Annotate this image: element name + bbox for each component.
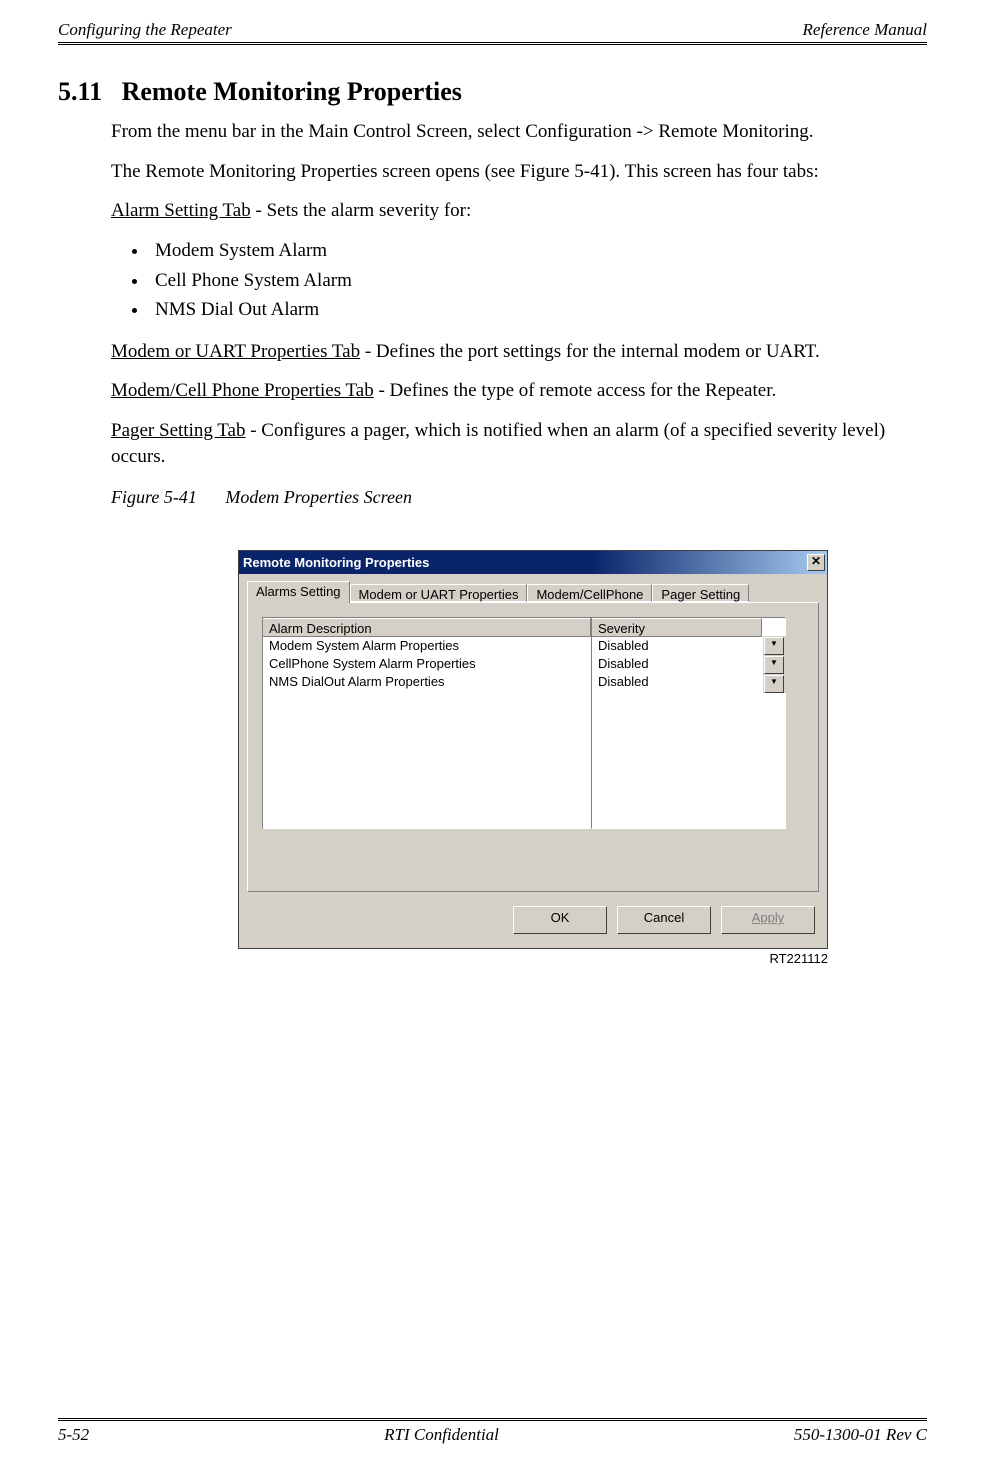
- tab-modem-cellphone[interactable]: Modem/CellPhone: [527, 584, 652, 602]
- tab-strip: Alarms Setting Modem or UART Properties …: [247, 580, 827, 602]
- column-header-description[interactable]: Alarm Description: [263, 618, 591, 637]
- footer-doc-id: 550-1300-01 Rev C: [794, 1425, 927, 1445]
- severity-cell[interactable]: Disabled: [592, 673, 762, 691]
- section-number: 5.11: [58, 77, 102, 106]
- close-button[interactable]: ✕: [807, 554, 825, 571]
- ok-button[interactable]: OK: [513, 906, 607, 934]
- tab-panel: Alarm Description Modem System Alarm Pro…: [247, 602, 819, 892]
- figure-caption: Figure 5-41 Modem Properties Screen: [111, 487, 927, 508]
- table-row[interactable]: CellPhone System Alarm Properties: [263, 655, 591, 673]
- footer-center: RTI Confidential: [384, 1425, 499, 1445]
- header-right: Reference Manual: [803, 20, 927, 40]
- remote-monitoring-dialog: Remote Monitoring Properties ✕ Alarms Se…: [238, 550, 828, 949]
- cell-tab-name: Modem/Cell Phone Properties Tab: [111, 380, 374, 401]
- alarm-tab-desc: - Sets the alarm severity for:: [251, 200, 472, 221]
- tab-alarms-setting[interactable]: Alarms Setting: [247, 581, 350, 603]
- cell-tab-desc: - Defines the type of remote access for …: [374, 380, 777, 401]
- bullet-modem-alarm: Modem System Alarm: [149, 238, 927, 264]
- footer-page-number: 5-52: [58, 1425, 89, 1445]
- alarm-table: Alarm Description Modem System Alarm Pro…: [262, 617, 804, 829]
- paragraph-cell-tab: Modem/Cell Phone Properties Tab - Define…: [111, 378, 927, 404]
- figure-id-label: RT221112: [238, 951, 828, 966]
- tab-modem-uart[interactable]: Modem or UART Properties: [350, 584, 528, 602]
- dialog-titlebar[interactable]: Remote Monitoring Properties ✕: [239, 551, 827, 574]
- modem-tab-name: Modem or UART Properties Tab: [111, 341, 360, 362]
- paragraph-pager-tab: Pager Setting Tab - Configures a pager, …: [111, 418, 927, 469]
- bullet-cell-alarm: Cell Phone System Alarm: [149, 268, 927, 294]
- pager-tab-name: Pager Setting Tab: [111, 420, 245, 441]
- tab-pager-setting[interactable]: Pager Setting: [652, 584, 749, 602]
- severity-cell[interactable]: Disabled: [592, 655, 762, 673]
- severity-dropdown-icon[interactable]: ▼: [764, 656, 784, 674]
- bullet-nms-alarm: NMS Dial Out Alarm: [149, 297, 927, 323]
- apply-button[interactable]: Apply: [721, 906, 815, 934]
- severity-dropdown-icon[interactable]: ▼: [764, 637, 784, 655]
- header-left: Configuring the Repeater: [58, 20, 232, 40]
- section-heading: Remote Monitoring Properties: [122, 77, 462, 106]
- paragraph-modem-tab: Modem or UART Properties Tab - Defines t…: [111, 339, 927, 365]
- alarm-tab-name: Alarm Setting Tab: [111, 200, 251, 221]
- figure-title: Modem Properties Screen: [225, 487, 412, 507]
- modem-tab-desc: - Defines the port settings for the inte…: [360, 341, 820, 362]
- table-row[interactable]: Modem System Alarm Properties: [263, 637, 591, 655]
- severity-dropdown-icon[interactable]: ▼: [764, 675, 784, 693]
- figure-number: Figure 5-41: [111, 487, 197, 507]
- cancel-button[interactable]: Cancel: [617, 906, 711, 934]
- paragraph-intro-2: The Remote Monitoring Properties screen …: [111, 159, 927, 185]
- dialog-title: Remote Monitoring Properties: [243, 555, 429, 570]
- table-row[interactable]: NMS DialOut Alarm Properties: [263, 673, 591, 691]
- paragraph-intro-1: From the menu bar in the Main Control Sc…: [111, 119, 927, 145]
- severity-cell[interactable]: Disabled: [592, 637, 762, 655]
- column-header-severity[interactable]: Severity: [592, 618, 762, 637]
- paragraph-alarm-tab: Alarm Setting Tab - Sets the alarm sever…: [111, 198, 927, 224]
- section-title: 5.11 Remote Monitoring Properties: [58, 77, 927, 107]
